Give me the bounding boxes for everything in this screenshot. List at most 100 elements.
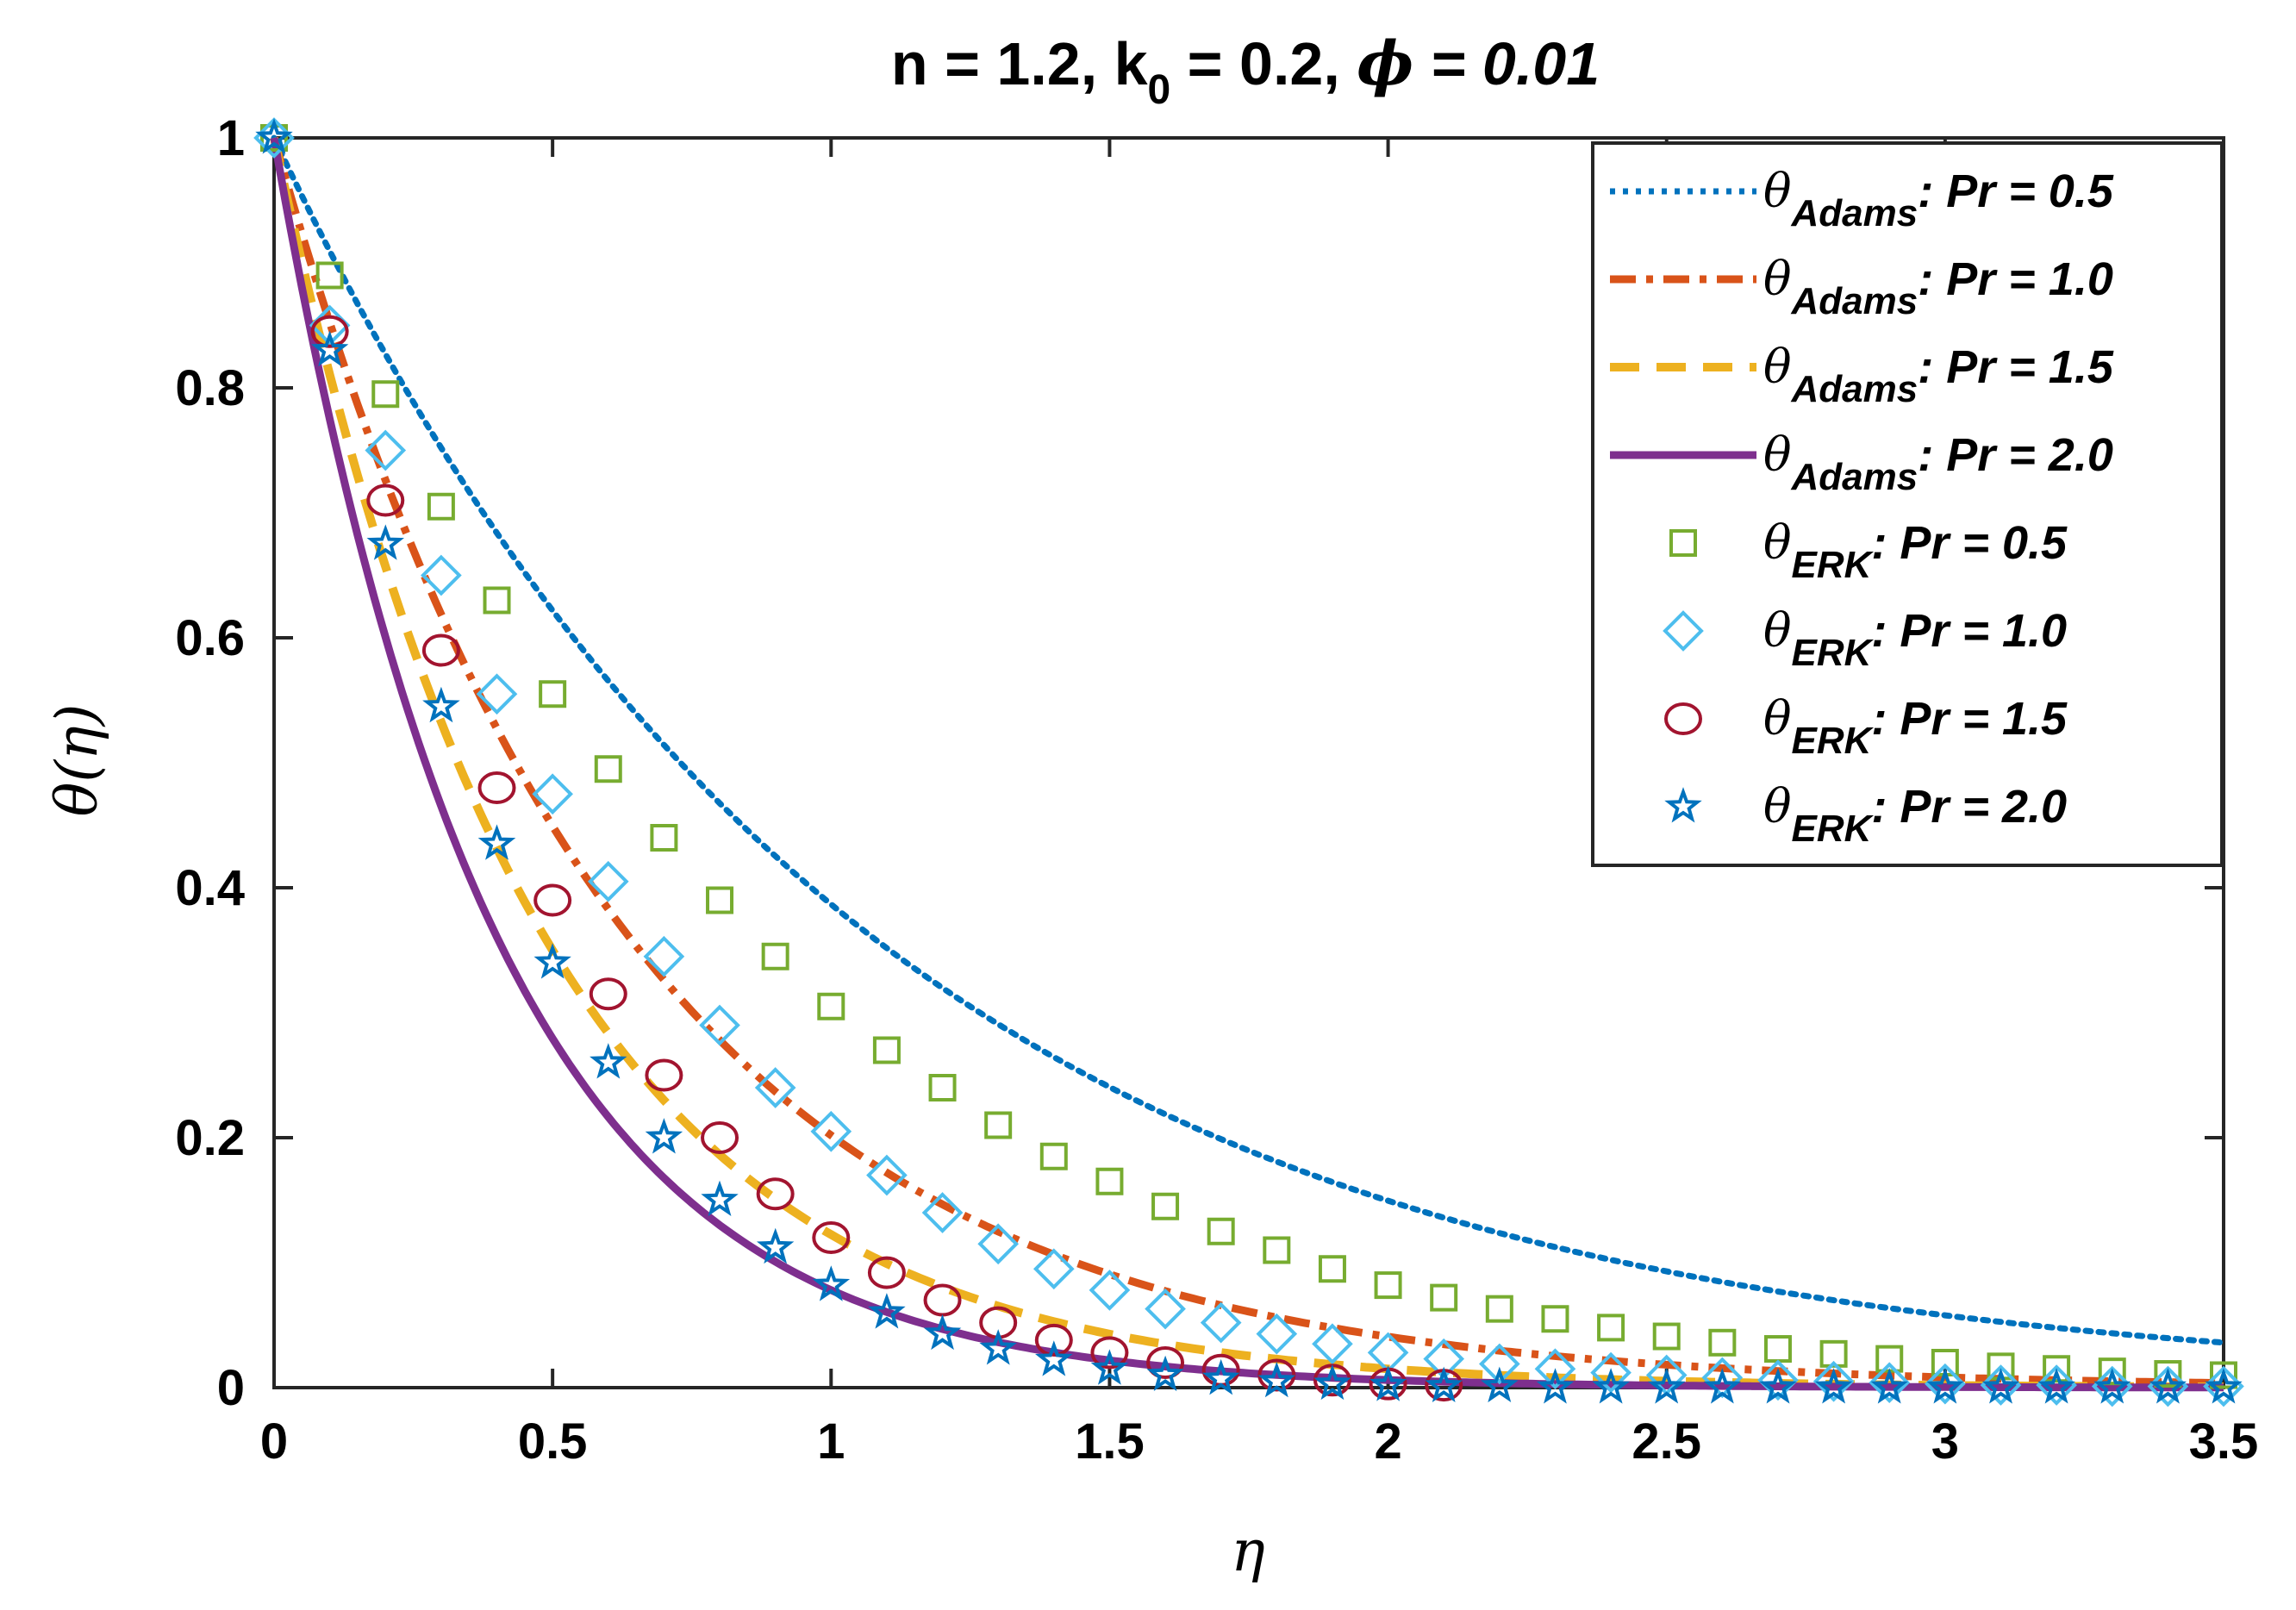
data-point-circle <box>366 484 405 517</box>
data-point-square <box>1151 1192 1180 1220</box>
data-point-circle <box>1146 1346 1185 1379</box>
x-tick-label: 1.5 <box>1075 1413 1145 1470</box>
legend-symbol: θ <box>1763 603 1792 658</box>
series-markers <box>253 117 2244 1407</box>
data-point-star <box>2037 1368 2075 1404</box>
legend-label: : Pr = 1.0 <box>1918 253 2113 305</box>
legend-entry-label: θAdams: Pr = 1.5 <box>1763 340 2114 410</box>
data-point-square <box>650 824 678 852</box>
legend-subscript: ERK <box>1792 632 1875 674</box>
legend-subscript: Adams <box>1791 368 1919 410</box>
data-point-star <box>366 524 404 560</box>
legend-entry-label: θERK: Pr = 1.5 <box>1763 691 2068 762</box>
legend-symbol: θ <box>1763 252 1792 306</box>
legend-symbol: θ <box>1763 515 1792 570</box>
data-point-square <box>2043 1355 2071 1383</box>
data-point-diamond <box>810 1110 852 1152</box>
legend-entry-label: θAdams: Pr = 2.0 <box>1763 427 2113 498</box>
data-point-star <box>923 1314 962 1351</box>
data-point-diamond <box>1980 1364 2022 1406</box>
legend-symbol: θ <box>1763 691 1792 746</box>
data-point-diamond <box>866 1154 908 1196</box>
data-point-diamond <box>1089 1270 1131 1311</box>
data-point-star <box>533 943 571 979</box>
data-point-square <box>928 1074 957 1101</box>
legend-box <box>1591 141 2224 867</box>
data-point-square <box>1597 1314 1625 1342</box>
data-point-square <box>872 1036 901 1064</box>
data-point-star <box>1592 1368 1630 1404</box>
data-point-diamond <box>1033 1248 1075 1290</box>
legend-subscript: ERK <box>1792 808 1875 850</box>
legend-symbol: θ <box>1763 164 1792 218</box>
data-point-diamond <box>643 935 685 977</box>
data-point-circle <box>701 1121 739 1154</box>
legend-label: : Pr = 0.5 <box>1918 165 2114 217</box>
y-tick-label: 0.6 <box>175 610 245 666</box>
x-axis-label: η <box>1231 1518 1265 1584</box>
legend-marker-swatch <box>1664 702 1702 735</box>
data-point-circle <box>421 633 460 667</box>
legend-label: : Pr = 1.5 <box>1918 341 2114 393</box>
data-point-star <box>1703 1368 1742 1404</box>
data-point-diamond <box>1757 1359 1799 1401</box>
data-point-diamond <box>1256 1313 1298 1355</box>
legend-subscript: Adams <box>1791 192 1919 234</box>
data-point-diamond <box>1423 1338 1465 1380</box>
data-point-diamond <box>421 554 462 596</box>
data-point-star <box>1313 1364 1351 1401</box>
data-point-diamond <box>1869 1362 1911 1404</box>
x-tick-label: 3 <box>1931 1413 1959 1470</box>
data-point-square <box>1987 1352 2015 1381</box>
title-part-3: = 0.01 <box>1413 30 1600 97</box>
data-point-diamond <box>1312 1323 1353 1365</box>
data-point-square <box>2210 1361 2237 1389</box>
data-point-square <box>984 1111 1013 1139</box>
data-point-star <box>1814 1368 1853 1404</box>
data-point-circle <box>589 977 627 1011</box>
data-point-diamond <box>754 1067 796 1108</box>
data-point-square <box>539 680 567 708</box>
axes-labels: 0 0.5 1 1.5 2 2.5 3 3.5 0 0.2 0.4 0.6 0.8 1 <box>175 110 2258 1470</box>
legend-subscript: Adams <box>1791 280 1919 322</box>
data-point-square <box>483 586 511 615</box>
series-line-2 <box>270 136 2224 1388</box>
x-tick-label: 0 <box>260 1413 288 1470</box>
data-point-star <box>1425 1366 1463 1403</box>
data-point-star <box>756 1227 795 1264</box>
legend-label: : Pr = 0.5 <box>1871 517 2068 569</box>
data-point-circle <box>645 1058 683 1092</box>
title-part-2: = 0.2, <box>1170 30 1357 97</box>
legend-entry-label: θERK: Pr = 1.0 <box>1763 603 2067 674</box>
legend-symbol: θ <box>1763 340 1792 394</box>
data-point-star <box>1035 1340 1073 1376</box>
data-point-square <box>1430 1283 1458 1312</box>
data-point-diamond <box>532 773 573 815</box>
y-axis-label: θ(η) <box>44 704 110 817</box>
data-point-square <box>2098 1357 2126 1386</box>
data-point-square <box>315 261 344 290</box>
title-phi-symbol: ϕ <box>1357 28 1413 99</box>
legend-symbol: θ <box>1763 427 1792 482</box>
data-point-square <box>2154 1360 2182 1388</box>
data-point-square <box>1207 1217 1235 1245</box>
data-point-square <box>1708 1328 1737 1357</box>
data-point-diamond <box>2147 1365 2189 1407</box>
data-point-star <box>1536 1368 1575 1404</box>
data-point-star <box>1759 1368 1797 1404</box>
data-point-circle <box>1257 1358 1296 1392</box>
data-point-diamond <box>2203 1365 2244 1407</box>
data-point-star <box>1870 1368 1908 1404</box>
legend-entry-label: θAdams: Pr = 1.0 <box>1763 252 2113 322</box>
data-point-star <box>1257 1361 1296 1398</box>
legend-entry-label: θERK: Pr = 2.0 <box>1763 779 2067 850</box>
data-point-star <box>310 330 349 367</box>
legend-label: : Pr = 1.5 <box>1871 693 2068 745</box>
y-tick-label: 0.8 <box>175 360 245 416</box>
legend-label: : Pr = 2.0 <box>1871 781 2067 833</box>
data-point-circle <box>867 1256 906 1289</box>
data-point-star <box>2205 1368 2243 1404</box>
data-point-star <box>255 118 293 154</box>
data-point-square <box>1485 1295 1513 1323</box>
data-point-star <box>590 1043 627 1079</box>
